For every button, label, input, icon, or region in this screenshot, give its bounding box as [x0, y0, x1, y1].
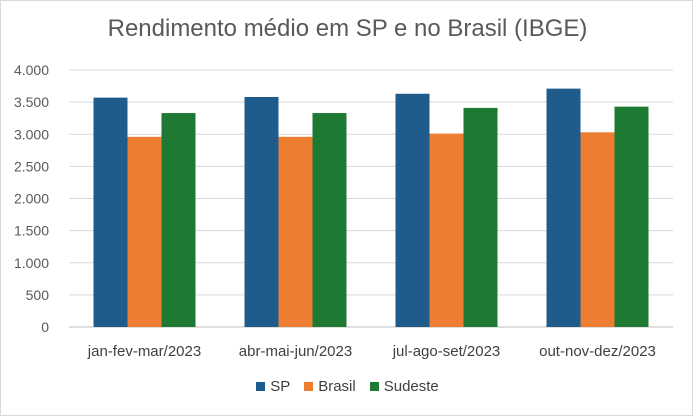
y-tick-label: 0 [41, 319, 49, 335]
legend-swatch [256, 382, 266, 391]
bar-sudeste-1 [161, 113, 196, 327]
legend-item-sp: SP [256, 378, 290, 395]
bar-sp-2 [244, 96, 279, 327]
bar-brasil-4 [580, 132, 615, 327]
bar-sp-3 [395, 93, 430, 328]
y-tick-label: 4.000 [14, 62, 49, 78]
x-tick-label: abr-mai-jun/2023 [239, 343, 352, 360]
chart-title: Rendimento médio em SP e no Brasil (IBGE… [107, 15, 588, 42]
legend-item-brasil: Brasil [304, 378, 356, 395]
y-tick-label: 2.500 [14, 158, 49, 174]
y-tick-label: 1.500 [14, 223, 49, 239]
legend-label: Sudeste [383, 378, 439, 395]
y-tick-label: 2.000 [14, 191, 49, 207]
y-tick-label: 1.000 [14, 255, 49, 271]
bar-sp-1 [93, 97, 128, 327]
legend-swatch [304, 382, 314, 391]
legend-item-sudeste: Sudeste [369, 378, 439, 395]
x-tick-label: jul-ago-set/2023 [392, 343, 501, 360]
x-tick-label: jan-fev-mar/2023 [87, 343, 201, 360]
bar-brasil-1 [127, 136, 162, 327]
bar-brasil-3 [429, 133, 464, 327]
y-tick-label: 3.500 [14, 94, 49, 110]
y-tick-label: 500 [26, 287, 50, 303]
legend-swatch [369, 382, 379, 391]
chart-legend: SP Brasil Sudeste [1, 378, 693, 395]
bar-sudeste-2 [312, 113, 347, 327]
legend-label: Brasil [318, 378, 356, 395]
bar-sp-4 [546, 88, 581, 327]
bar-sudeste-3 [463, 107, 498, 327]
bar-brasil-2 [278, 136, 313, 327]
x-tick-label: out-nov-dez/2023 [539, 343, 656, 360]
y-tick-label: 3.000 [14, 126, 49, 142]
legend-label: SP [270, 378, 291, 395]
bar-sudeste-4 [614, 106, 649, 327]
